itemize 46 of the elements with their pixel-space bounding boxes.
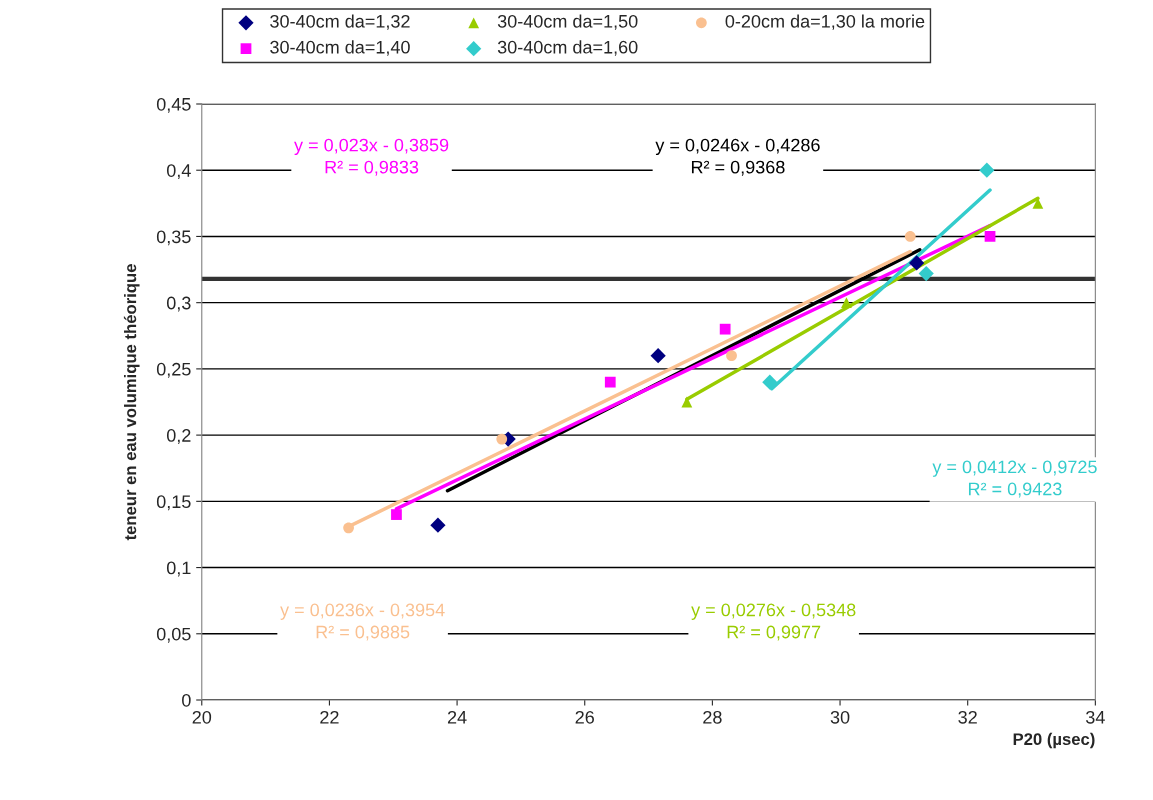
y-tick-label: 0,15: [156, 495, 191, 511]
y-axis-title: teneur en eau volumique théorique: [123, 264, 140, 541]
point: [681, 396, 693, 408]
point: [430, 517, 446, 533]
x-tick-label: 22: [320, 710, 339, 724]
y-tick-label: 0,45: [156, 97, 191, 113]
x-tick-label: 24: [447, 710, 467, 724]
point: [904, 231, 916, 242]
y-tick-label: 0,3: [166, 296, 191, 312]
point: [918, 265, 934, 282]
point: [762, 374, 778, 390]
y-tick-label: 0,25: [156, 362, 191, 378]
x-tick-label: 20: [192, 710, 212, 724]
x-tick-label: 32: [958, 710, 977, 724]
x-tick-label: 30: [830, 710, 850, 724]
x-tick-label: 26: [575, 710, 594, 724]
point: [984, 231, 996, 242]
point: [496, 433, 508, 445]
annotation: y = 0,0246x - 0,4286 R² = 0,9368: [655, 138, 820, 176]
y-tick-label: 0: [182, 693, 191, 707]
x-axis-title: P20 (µsec): [1013, 732, 1095, 749]
point: [391, 509, 402, 520]
legend-label: 30-40cm da=1,50: [497, 14, 638, 30]
point: [650, 348, 666, 364]
y-tick-label: 0,4: [166, 164, 191, 180]
annotation: y = 0,0236x - 0,3954 R² = 0,9885: [280, 603, 445, 641]
point: [726, 350, 737, 362]
point: [909, 255, 925, 271]
annotation: y = 0,0276x - 0,5348 R² = 0,9977: [691, 603, 856, 641]
annotation: y = 0,0412x - 0,9725 R² = 0,9423: [932, 460, 1097, 498]
point: [719, 323, 731, 335]
point: [841, 297, 852, 309]
legend-label: 30-40cm da=1,32: [270, 14, 410, 30]
x-tick-label: 34: [1086, 710, 1105, 724]
x-tick-label: 28: [703, 710, 722, 724]
y-tick-label: 0,2: [166, 429, 191, 444]
legend-label: 30-40cm da=1,40: [270, 40, 410, 56]
point: [979, 162, 995, 178]
y-tick-label: 0,05: [156, 627, 191, 643]
legend-label: 0-20cm da=1,30 la morie: [725, 14, 925, 30]
y-tick-label: 0,1: [166, 561, 191, 577]
annotation: y = 0,023x - 0,3859 R² = 0,9833: [294, 138, 449, 176]
y-tick-label: 0,35: [156, 230, 191, 246]
legend-label: 30-40cm da=1,60: [497, 40, 638, 56]
point: [343, 522, 354, 534]
point: [604, 376, 616, 388]
